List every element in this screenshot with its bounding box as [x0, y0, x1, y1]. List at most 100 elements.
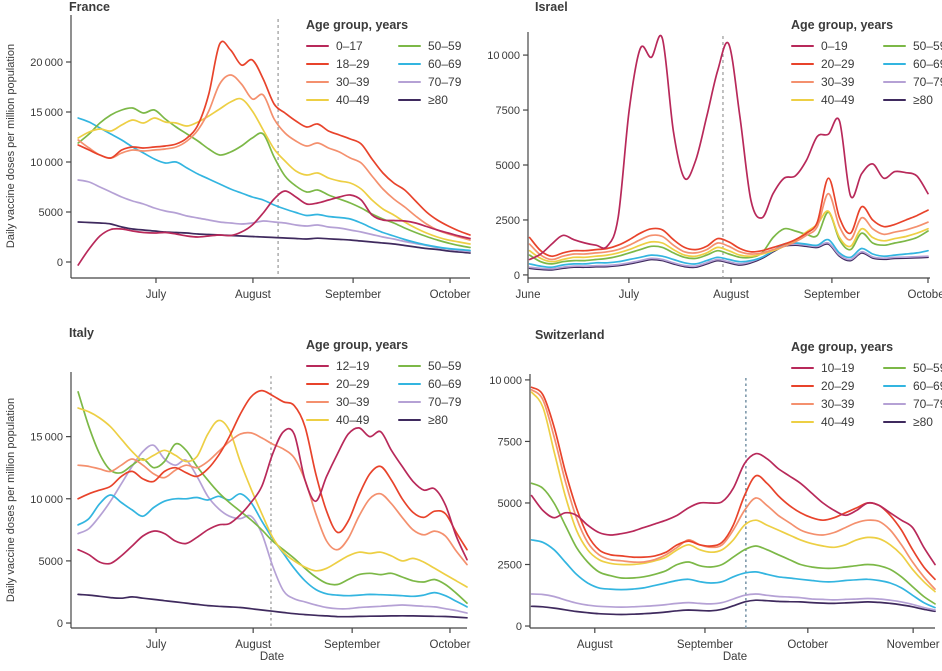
legend-label: 30–39: [821, 397, 855, 411]
legend-label: 20–29: [821, 379, 855, 393]
x-tick-label: August: [713, 289, 750, 301]
y-tick-label: 0: [514, 270, 520, 282]
x-tick-label: July: [619, 289, 640, 301]
x-tick-label: September: [324, 639, 380, 651]
legend-line-swatch: [398, 382, 421, 386]
series-line-30–39: [77, 74, 471, 241]
legend-line-swatch: [398, 44, 421, 48]
legend-line-swatch: [306, 80, 329, 84]
legend-label: ≥80: [428, 93, 448, 107]
legend-label: 60–69: [913, 379, 942, 393]
series-line-12–19: [77, 427, 468, 565]
legend-items: 12–19 20–29 30–39 40–49 50–59 60–69 70–79 ≥80: [306, 357, 461, 429]
x-tick-label: October: [430, 639, 471, 651]
series-line-40–49: [528, 210, 929, 263]
y-tick-label: 15 000: [30, 107, 63, 119]
legend-line-swatch: [883, 98, 906, 102]
legend-label: 20–29: [821, 57, 855, 71]
y-tick-label: 7500: [498, 436, 522, 448]
legend-line-swatch: [398, 364, 421, 368]
x-axis-label-italy: Date: [259, 651, 285, 663]
legend-label: 12–19: [336, 359, 370, 373]
series-line-≥80: [530, 599, 936, 616]
y-tick-label: 15 000: [30, 432, 63, 444]
x-tick-label: July: [146, 639, 167, 651]
y-tick-label: 0: [57, 257, 63, 269]
legend-item: 70–79: [398, 395, 461, 409]
y-tick-label: 2500: [496, 215, 520, 227]
legend-line-swatch: [791, 44, 814, 48]
y-tick-label: 10 000: [489, 375, 522, 387]
series-line-70–79: [77, 444, 468, 614]
x-tick-label: September: [677, 639, 733, 651]
series-line-70–79: [530, 593, 936, 611]
legend-label: 20–29: [336, 377, 370, 391]
x-tick-label: October: [430, 289, 471, 301]
y-tick-label: 5000: [498, 498, 522, 510]
legend-line-swatch: [883, 80, 906, 84]
legend-line-swatch: [306, 418, 329, 422]
legend-item: 30–39: [306, 395, 382, 409]
legend-line-swatch: [791, 80, 814, 84]
legend-line-swatch: [398, 80, 421, 84]
legend-item: 70–79: [883, 397, 942, 411]
legend-label: 40–49: [336, 413, 370, 427]
legend-line-swatch: [883, 62, 906, 66]
legend-item: 60–69: [883, 379, 942, 393]
legend-label: 30–39: [336, 395, 370, 409]
legend-item: 20–29: [791, 57, 867, 71]
legend-line-swatch: [398, 400, 421, 404]
series-line-10–19: [530, 452, 936, 566]
legend-label: 30–39: [336, 75, 370, 89]
legend-label: 30–39: [821, 75, 855, 89]
legend-label: 60–69: [428, 377, 462, 391]
series-line-60–69: [77, 117, 471, 252]
series-line-30–39: [77, 431, 468, 566]
series-line-50–59: [77, 107, 471, 249]
y-tick-label: 2500: [498, 560, 522, 572]
legend-item: 50–59: [398, 359, 461, 373]
legend-label: 18–29: [336, 57, 370, 71]
legend-item: 0–19: [791, 39, 867, 53]
legend-label: 0–19: [821, 39, 848, 53]
series-line-30–39: [528, 192, 929, 261]
legend-france: Age group, years 0–17 18–29 30–39 40–49 50–5…: [306, 18, 461, 109]
legend-item: 60–69: [398, 377, 461, 391]
x-tick-label: November: [887, 639, 940, 651]
legend-line-swatch: [398, 418, 421, 422]
series-line-0–17: [77, 190, 471, 266]
legend-item: 50–59: [883, 361, 942, 375]
x-tick-label: September: [804, 289, 860, 301]
series-line-50–59: [530, 482, 936, 605]
legend-line-swatch: [883, 384, 906, 388]
series-line-≥80: [77, 593, 468, 619]
x-tick-label: October: [787, 639, 828, 651]
series-line-70–79: [528, 241, 929, 270]
legend-item: 70–79: [398, 75, 461, 89]
legend-label: 50–59: [428, 39, 462, 53]
legend-item: 30–39: [306, 75, 382, 89]
legend-item: 60–69: [883, 57, 942, 71]
x-tick-label: July: [146, 289, 167, 301]
legend-item: ≥80: [398, 413, 461, 427]
legend-item: 50–59: [883, 39, 942, 53]
legend-item: ≥80: [883, 415, 942, 429]
legend-item: ≥80: [398, 93, 461, 107]
series-line-60–69: [530, 539, 936, 609]
legend-label: 70–79: [913, 75, 942, 89]
x-tick-label: August: [235, 289, 272, 301]
y-tick-label: 5000: [39, 556, 63, 568]
legend-label: 40–49: [821, 415, 855, 429]
legend-item: 70–79: [883, 75, 942, 89]
legend-line-swatch: [791, 420, 814, 424]
legend-title: Age group, years: [306, 18, 409, 32]
legend-line-swatch: [791, 366, 814, 370]
x-tick-label: August: [577, 639, 614, 651]
legend-label: 50–59: [428, 359, 462, 373]
y-tick-label: 0: [57, 618, 63, 630]
legend-line-swatch: [791, 62, 814, 66]
legend-item: 30–39: [791, 397, 867, 411]
legend-line-swatch: [306, 62, 329, 66]
panel-title-italy: Italy: [69, 326, 95, 340]
legend-item: 50–59: [398, 39, 461, 53]
